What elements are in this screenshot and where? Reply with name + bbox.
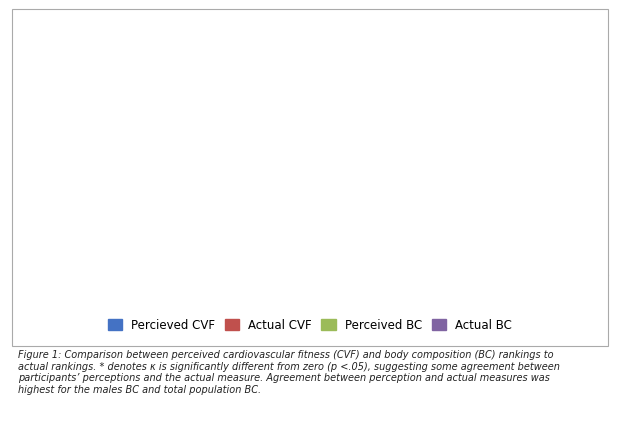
Bar	[551, 119, 583, 275]
Bar	[131, 66, 163, 275]
Legend: Percieved CVF, Actual CVF, Perceived BC, Actual BC: Percieved CVF, Actual CVF, Perceived BC,…	[102, 313, 518, 338]
Y-axis label: Ranking: Ranking	[30, 119, 43, 173]
Bar	[373, 137, 405, 275]
Bar	[163, 118, 195, 275]
Bar	[519, 127, 551, 275]
Bar	[454, 96, 487, 275]
Bar	[99, 99, 131, 275]
Text: Figure 1: Comparison between perceived cardiovascular fitness (CVF) and body com: Figure 1: Comparison between perceived c…	[19, 350, 560, 395]
Bar	[195, 104, 228, 275]
Bar	[487, 66, 519, 275]
Bar	[277, 101, 309, 275]
Bar	[341, 133, 373, 275]
Bar	[309, 69, 341, 275]
